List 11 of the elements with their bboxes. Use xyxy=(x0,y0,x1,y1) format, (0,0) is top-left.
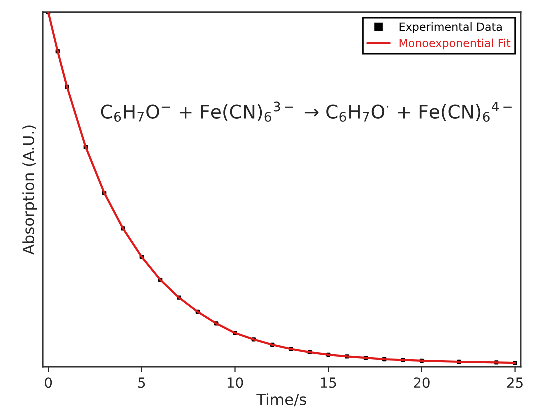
x-tick-label: 25 xyxy=(507,378,523,388)
x-axis-title: Time/s xyxy=(256,394,306,407)
x-tick-label: 10 xyxy=(228,378,244,388)
x-tick-label: 20 xyxy=(414,378,430,388)
text: C$_{6}$H$_{7}$O$^{−}$ + Fe(CN)$_{6}$$^{3−}$ → C$_{6}$H$_{7}$O$^{·}$ + Fe(CN)$_{6}$$^{4−}$ xyxy=(101,102,512,122)
y-axis-title: Absorption (A.U.) xyxy=(22,126,38,255)
x-tick-label: 0 xyxy=(45,378,52,388)
x-tick-label: 15 xyxy=(321,378,336,388)
legend-label: Monoexponential Fit xyxy=(400,38,511,50)
legend-label: Experimental Data xyxy=(400,22,502,34)
x-tick-label: 5 xyxy=(138,378,146,388)
